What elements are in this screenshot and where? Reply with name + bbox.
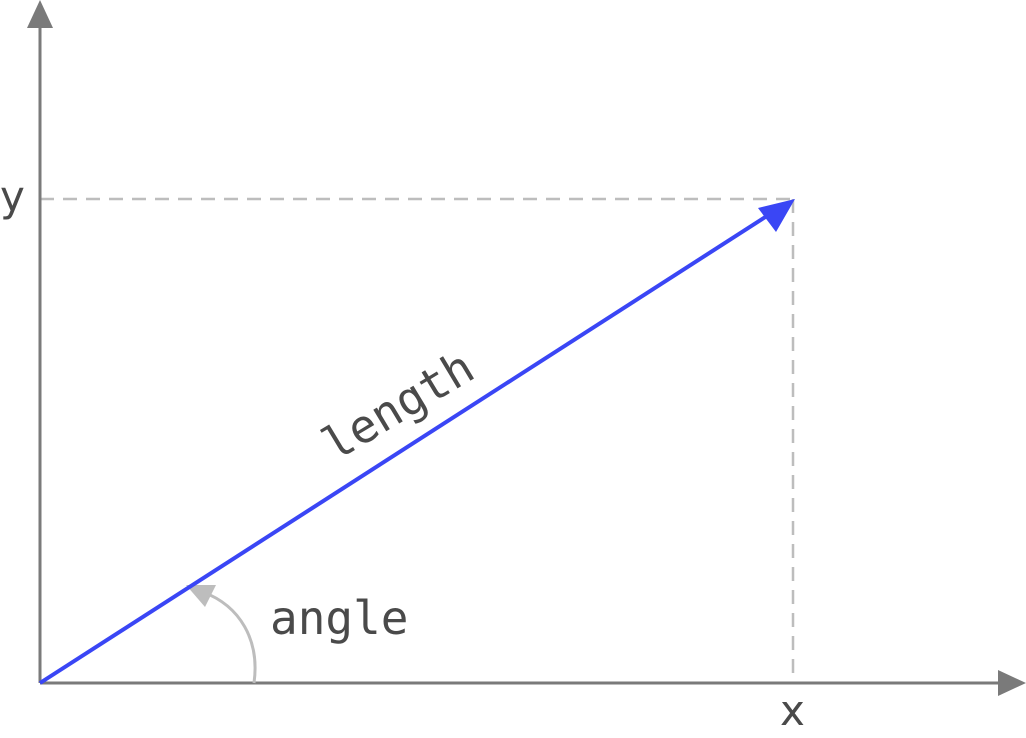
x-axis-arrow-icon [998, 670, 1026, 696]
x-axis-label: x [780, 686, 805, 735]
vector-arrow-icon [758, 199, 795, 232]
vector-line [38, 212, 772, 685]
angle-label: angle [270, 591, 408, 645]
angle-arc [202, 590, 257, 684]
y-axis-label: y [0, 172, 25, 221]
angle-arrow-icon [186, 585, 216, 607]
y-axis-arrow-icon [27, 0, 53, 28]
